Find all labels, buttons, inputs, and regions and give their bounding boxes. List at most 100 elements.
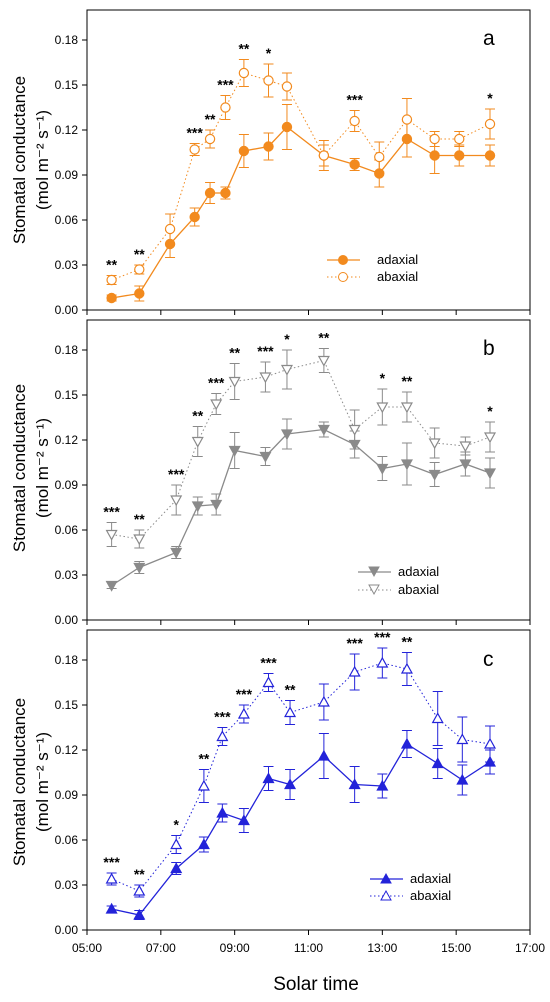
y-tick-label: 0.06	[55, 213, 79, 227]
data-point-abaxial	[204, 133, 216, 145]
data-point-abaxial	[429, 133, 440, 145]
data-point-adaxial	[189, 211, 200, 223]
data-point-abaxial	[318, 150, 330, 161]
significance-label: **	[198, 751, 209, 767]
data-point-abaxial	[216, 730, 229, 742]
data-point-abaxial	[376, 402, 389, 414]
data-point-adaxial	[400, 737, 413, 749]
significance-label: **	[229, 345, 240, 361]
x-axis: Solar time	[273, 974, 359, 995]
data-point-abaxial	[164, 223, 176, 235]
significance-label: **	[134, 246, 145, 262]
y-axis-unit: (mol m⁻² s⁻¹)	[33, 110, 52, 210]
y-tick-label: 0.00	[55, 923, 79, 937]
y-tick-label: 0.03	[55, 878, 79, 892]
y-tick-label: 0.03	[55, 258, 79, 272]
data-point-adaxial	[210, 499, 223, 511]
y-axis-label: Stomatal conductance	[10, 698, 29, 866]
data-point-abaxial	[105, 529, 118, 541]
y-tick-label: 0.18	[55, 343, 79, 357]
series-abaxial	[106, 59, 496, 286]
data-point-abaxial	[401, 114, 413, 125]
significance-label: ***	[214, 709, 231, 725]
significance-label: **	[318, 330, 329, 346]
significance-label: *	[380, 370, 386, 386]
significance-label: **	[134, 511, 145, 527]
y-tick-label: 0.06	[55, 523, 79, 537]
y-tick-label: 0.18	[55, 33, 79, 47]
plot-frame	[86, 9, 531, 311]
x-axis-label: Solar time	[273, 974, 359, 995]
significance-label: ***	[260, 655, 277, 671]
data-point-abaxial	[456, 733, 469, 745]
y-tick-label: 0.15	[55, 388, 79, 402]
x-tick-label: 13:00	[367, 941, 397, 955]
significance-label: ***	[103, 854, 120, 870]
data-point-adaxial	[105, 902, 118, 914]
series-line-abaxial	[111, 72, 491, 281]
legend-label-abaxial: abaxial	[377, 269, 418, 284]
x-tick-label: 17:00	[515, 941, 545, 955]
data-point-adaxial	[428, 469, 441, 481]
data-point-adaxial	[349, 159, 360, 170]
x-tick-label: 07:00	[146, 941, 176, 955]
data-point-abaxial	[431, 712, 444, 724]
data-point-adaxial	[348, 778, 361, 790]
data-point-adaxial	[220, 187, 231, 199]
data-point-adaxial	[204, 187, 216, 199]
data-point-abaxial	[228, 376, 241, 388]
data-point-adaxial	[105, 580, 118, 592]
y-tick-label: 0.09	[55, 478, 79, 492]
legend-label-abaxial: abaxial	[410, 888, 451, 903]
y-tick-label: 0.00	[55, 613, 79, 627]
series-line-abaxial	[111, 359, 491, 540]
data-point-adaxial	[197, 838, 210, 850]
data-point-abaxial	[133, 534, 146, 546]
y-axis-unit: (mol m⁻² s⁻¹)	[33, 732, 52, 832]
data-point-adaxial	[317, 424, 330, 436]
y-tick-label: 0.15	[55, 698, 79, 712]
significance-label: ***	[208, 375, 225, 391]
panel-letter: a	[483, 27, 495, 50]
data-point-adaxial	[170, 547, 183, 559]
significance-label: ***	[374, 629, 391, 645]
panel-letter: b	[483, 337, 495, 360]
y-tick-label: 0.03	[55, 568, 79, 582]
data-point-abaxial	[483, 737, 497, 749]
significance-label: *	[487, 90, 493, 106]
data-point-abaxial	[280, 364, 293, 376]
data-point-adaxial	[281, 121, 293, 133]
data-point-adaxial	[216, 806, 229, 818]
significance-label: **	[238, 41, 249, 57]
data-point-abaxial	[197, 779, 210, 791]
data-point-abaxial	[220, 102, 231, 113]
data-point-abaxial	[483, 432, 497, 444]
y-tick-label: 0.06	[55, 833, 79, 847]
data-point-abaxial	[317, 355, 330, 367]
data-point-adaxial	[317, 749, 330, 761]
data-point-abaxial	[374, 151, 385, 163]
data-point-abaxial	[349, 115, 360, 127]
data-point-abaxial	[428, 438, 441, 450]
y-axis-label: Stomatal conductance	[10, 384, 29, 552]
y-axis-unit: (mol m⁻² s⁻¹)	[33, 418, 52, 518]
data-point-adaxial	[483, 468, 497, 480]
series-line-adaxial	[111, 428, 491, 587]
significance-label: ***	[168, 466, 185, 482]
data-point-adaxial	[134, 288, 145, 299]
data-point-adaxial	[454, 150, 465, 161]
significance-label: **	[285, 682, 296, 698]
data-point-abaxial	[191, 436, 204, 448]
legend-label-adaxial: adaxial	[398, 564, 439, 579]
data-point-abaxial	[105, 872, 118, 884]
plot-frame	[86, 319, 531, 621]
significance-label: ***	[217, 77, 234, 93]
y-axis-label: Stomatal conductance	[10, 76, 29, 244]
data-point-adaxial	[106, 292, 117, 304]
x-tick-label: 05:00	[72, 941, 102, 955]
data-point-adaxial	[376, 779, 389, 791]
series-line-abaxial	[111, 662, 491, 892]
data-point-abaxial	[284, 706, 297, 718]
data-point-abaxial	[170, 838, 183, 850]
y-tick-label: 0.12	[55, 433, 79, 447]
